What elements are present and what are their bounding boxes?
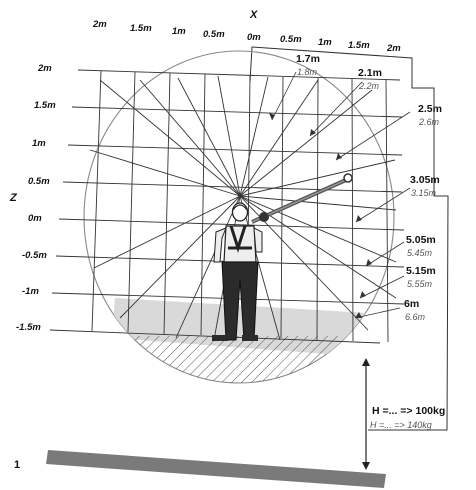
clearance-label-sub: 5.55m — [407, 279, 433, 289]
bracket-outline — [249, 46, 449, 431]
x-tick: 0m — [247, 32, 261, 43]
x-tick: 1m — [172, 26, 186, 37]
height-label-main: H =... => 100kg — [372, 405, 445, 417]
z-tick: 0m — [28, 213, 42, 224]
clearance-label-main: 2.5m — [418, 103, 442, 115]
x-tick: 2m — [386, 43, 401, 54]
height-label-sub: H =... => 140kg — [370, 420, 432, 430]
clearance-label-main: 1.7m — [296, 53, 320, 65]
axis-x-label: X — [249, 9, 258, 21]
clearance-label-main: 5.05m — [406, 234, 436, 246]
clearance-label-sub: 5.45m — [407, 248, 433, 258]
x-tick-labels: 2m 1.5m 1m 0.5m 0m 0.5m 1m 1.5m 2m — [92, 19, 401, 54]
clearance-leaders — [269, 71, 411, 319]
z-tick: 1m — [32, 138, 46, 149]
clearance-label-sub: 2.2m — [358, 81, 380, 91]
z-tick: -0.5m — [22, 250, 47, 261]
z-tick: -1.5m — [16, 322, 41, 333]
height-dimension — [362, 358, 370, 470]
lanyard — [251, 173, 353, 224]
clearance-label-main: 2.1m — [358, 67, 382, 79]
clearance-label-sub: 3.15m — [411, 188, 437, 198]
clearance-label-sub: 2.6m — [418, 117, 440, 127]
z-tick: 1.5m — [34, 100, 56, 111]
clearance-label-main: 5.15m — [406, 265, 436, 277]
clearance-label-sub: 6.6m — [405, 312, 426, 322]
worker-figure — [212, 202, 263, 341]
z-tick: -1m — [22, 286, 39, 297]
clearance-label-sub: 1.8m — [297, 67, 318, 77]
axis-z-label: Z — [9, 192, 18, 204]
clearance-label-main: 3.05m — [410, 174, 440, 186]
z-tick: 2m — [37, 63, 52, 74]
ground-platform — [46, 450, 386, 488]
hatched-zone — [130, 336, 348, 383]
x-tick: 0.5m — [203, 29, 225, 40]
x-tick: 2m — [92, 19, 107, 30]
x-tick: 1.5m — [130, 23, 152, 34]
x-tick: 0.5m — [280, 34, 302, 45]
z-tick: 0.5m — [28, 176, 50, 187]
figure-number: 1 — [14, 459, 20, 471]
clearance-label-main: 6m — [404, 298, 419, 310]
z-tick-labels: 2m 1.5m 1m 0.5m 0m -0.5m -1m -1.5m — [16, 63, 56, 333]
x-tick: 1.5m — [348, 40, 370, 51]
clearance-labels: 1.7m 1.8m 2.1m 2.2m 2.5m 2.6m 3.05m 3.15… — [296, 53, 442, 322]
x-tick: 1m — [318, 37, 332, 48]
